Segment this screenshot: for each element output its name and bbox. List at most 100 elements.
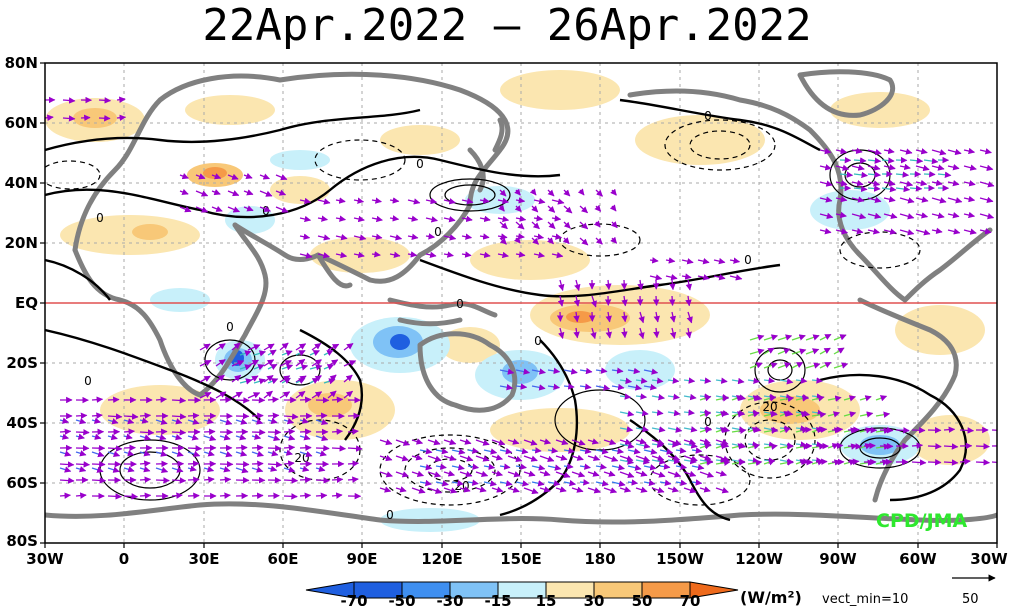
flux-vector [451, 448, 466, 455]
flux-vector [635, 377, 648, 384]
flux-vector [309, 364, 323, 371]
flux-vector [407, 215, 419, 222]
flux-vector [747, 411, 760, 418]
flux-vector [643, 448, 658, 455]
flux-vector [779, 443, 794, 450]
flux-vector [731, 395, 744, 402]
flux-vector [267, 450, 279, 457]
flux-vector [315, 450, 327, 457]
flux-vector [263, 390, 273, 399]
flux-vector [343, 390, 354, 399]
flux-vector [747, 377, 761, 385]
flux-vector [579, 367, 593, 375]
flux-vector [979, 181, 995, 188]
flux-vector [867, 148, 882, 156]
flux-vector [551, 233, 563, 240]
flux-vector [979, 228, 992, 235]
flux-vector [315, 434, 329, 442]
flux-vector [683, 470, 697, 478]
flux-vector [895, 427, 910, 434]
flux-vector [299, 476, 312, 483]
flux-vector [283, 413, 299, 420]
contour-label: 0 [434, 225, 442, 239]
flux-vector [315, 445, 330, 452]
flux-vector [963, 164, 977, 171]
lat-label: 80S [6, 532, 38, 550]
flux-vector [899, 180, 914, 187]
flux-vector [638, 311, 645, 324]
flux-vector [239, 350, 252, 357]
flux-vector [595, 367, 608, 374]
flux-vector [621, 311, 628, 323]
flux-vector [395, 439, 411, 446]
flux-vector [533, 215, 543, 222]
flux-vector [853, 185, 868, 193]
flux-vector [98, 114, 111, 122]
flux-vector [899, 163, 911, 171]
flux-vector [451, 464, 465, 471]
flux-vector [317, 252, 330, 259]
flux-vector [347, 428, 359, 435]
flux-vector [251, 466, 264, 473]
flux-vector [667, 486, 679, 493]
flux-vector [251, 429, 266, 436]
flux-vector [947, 164, 960, 171]
flux-vector [389, 251, 401, 258]
flux-vector [547, 221, 556, 229]
flux-vector [155, 466, 169, 474]
flux-vector [514, 205, 522, 213]
flux-vector [590, 295, 597, 308]
flux-vector [195, 206, 209, 213]
colorbar-tick: 30 [583, 592, 605, 610]
flux-vector [539, 470, 551, 477]
flux-vector [379, 454, 393, 462]
flux-vector [763, 377, 776, 384]
flux-vector [899, 229, 915, 236]
contour-label: 0 [744, 253, 752, 267]
flux-vector [627, 448, 641, 455]
flux-vector [547, 205, 556, 213]
lon-label: 180 [584, 550, 616, 568]
flux-vector [243, 189, 254, 196]
flux-vector [251, 433, 262, 440]
flux-vector [627, 479, 639, 486]
flux-vector [514, 188, 521, 196]
flux-vector [499, 383, 514, 391]
flux-vector [461, 233, 473, 240]
flux-vector [937, 171, 952, 178]
flux-vector [963, 211, 976, 219]
flux-vector [811, 377, 823, 384]
flux-vector [749, 348, 765, 355]
flux-vector [819, 180, 833, 187]
flux-vector [353, 215, 365, 223]
flux-vector [227, 206, 240, 213]
flux-vector [909, 157, 924, 164]
flux-vector [283, 444, 296, 451]
flux-vector [533, 251, 545, 259]
flux-vector [979, 164, 994, 172]
flux-vector [479, 251, 491, 259]
lat-label: 40S [6, 414, 38, 432]
flux-vector [610, 236, 618, 244]
flux-vector [80, 114, 91, 122]
flux-vector [931, 149, 947, 156]
flux-vector [139, 412, 152, 419]
flux-vector [155, 434, 167, 441]
flux-vector [635, 470, 648, 477]
flux-vector [435, 480, 449, 487]
flux-vector [475, 439, 490, 446]
flux-vector [851, 164, 865, 171]
flux-vector [749, 362, 763, 369]
flux-vector [763, 362, 778, 369]
coast-europe-asia [72, 71, 511, 284]
flux-vector [251, 450, 264, 457]
flux-vector [187, 434, 199, 441]
flux-vector [171, 466, 184, 473]
flux-vector [635, 438, 647, 445]
flux-vector [571, 454, 584, 461]
flux-vector [215, 343, 226, 351]
flux-vector [315, 477, 330, 484]
flux-vector [475, 470, 489, 478]
flux-vector [116, 114, 127, 121]
flux-vector [107, 450, 121, 458]
